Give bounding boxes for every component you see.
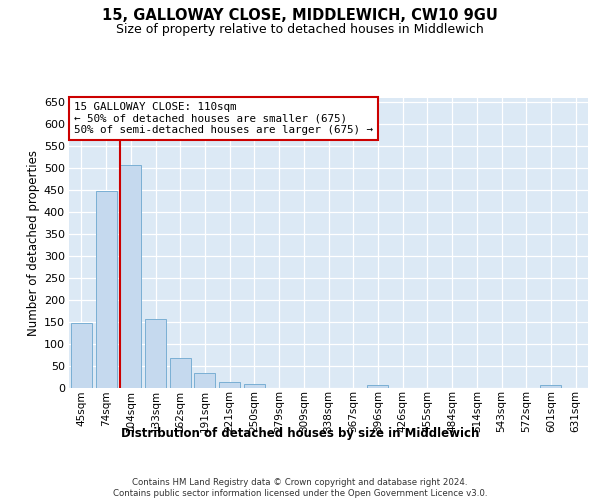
- Bar: [95, 191, 116, 388]
- Bar: [244, 384, 265, 388]
- Bar: [367, 385, 388, 388]
- Text: 15 GALLOWAY CLOSE: 110sqm
← 50% of detached houses are smaller (675)
50% of semi: 15 GALLOWAY CLOSE: 110sqm ← 50% of detac…: [74, 102, 373, 135]
- Bar: [120, 164, 141, 388]
- Bar: [145, 318, 166, 388]
- Bar: [170, 358, 191, 388]
- Text: Distribution of detached houses by size in Middlewich: Distribution of detached houses by size …: [121, 428, 479, 440]
- Bar: [219, 382, 240, 388]
- Y-axis label: Number of detached properties: Number of detached properties: [26, 150, 40, 336]
- Text: Contains HM Land Registry data © Crown copyright and database right 2024.
Contai: Contains HM Land Registry data © Crown c…: [113, 478, 487, 498]
- Text: Size of property relative to detached houses in Middlewich: Size of property relative to detached ho…: [116, 22, 484, 36]
- Bar: [541, 386, 562, 388]
- Text: 15, GALLOWAY CLOSE, MIDDLEWICH, CW10 9GU: 15, GALLOWAY CLOSE, MIDDLEWICH, CW10 9GU: [102, 8, 498, 22]
- Bar: [71, 323, 92, 388]
- Bar: [194, 374, 215, 388]
